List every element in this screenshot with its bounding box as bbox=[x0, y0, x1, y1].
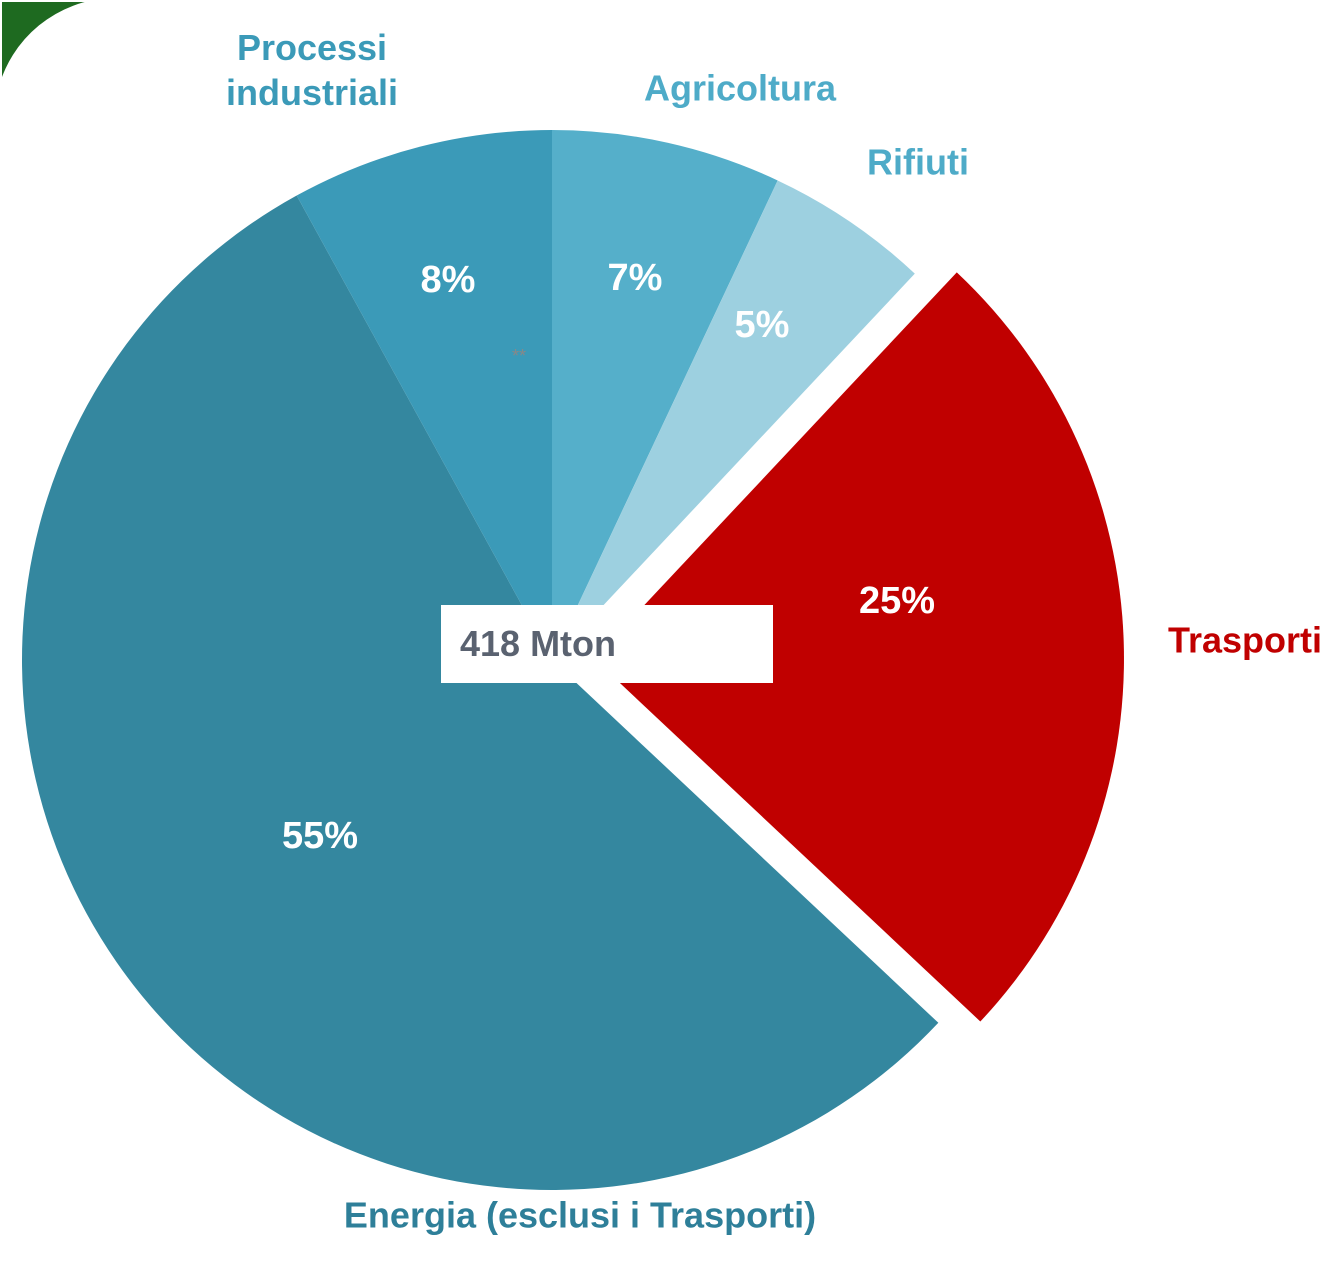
category-label: Rifiuti bbox=[867, 141, 969, 183]
pie-slice bbox=[296, 130, 552, 660]
pie-slice bbox=[552, 130, 778, 660]
data-label: 8% bbox=[421, 259, 476, 301]
data-label: 5% bbox=[735, 304, 790, 346]
annotation: ** bbox=[512, 346, 527, 366]
data-label: 55% bbox=[282, 815, 358, 857]
data-label: 25% bbox=[859, 580, 935, 622]
category-label: Trasporti bbox=[1167, 619, 1323, 661]
corner-decoration bbox=[0, 0, 111, 91]
pie-slice bbox=[21, 195, 939, 1190]
data-label: 7% bbox=[608, 257, 663, 299]
category-label: Agricoltura bbox=[643, 67, 837, 109]
pie-slice bbox=[593, 272, 1124, 1022]
category-label: Processi industriali bbox=[225, 27, 399, 113]
pie-slice bbox=[552, 180, 915, 661]
category-label: Energia (esclusi i Trasporti) bbox=[343, 1194, 817, 1236]
total-label: 418 Mton bbox=[441, 605, 773, 683]
